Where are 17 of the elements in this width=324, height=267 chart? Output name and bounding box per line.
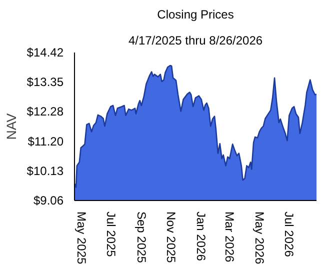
x-tick-label: Jan 2026	[194, 212, 208, 262]
y-tick-label: $14.42	[26, 46, 64, 60]
chart-subtitle: 4/17/2025 thru 8/26/2026	[128, 34, 263, 48]
x-tick-label: Mar 2026	[222, 212, 237, 263]
y-tick-label: $9.06	[33, 194, 64, 208]
y-axis-title: NAV	[4, 113, 19, 140]
y-tick-label: $13.35	[26, 75, 64, 90]
x-tick-label: May 2025	[74, 212, 88, 265]
y-tick-label: $10.13	[26, 164, 64, 178]
y-tick-label: $12.28	[26, 104, 64, 119]
x-tick-label: May 2026	[252, 212, 266, 265]
x-tick-label: Jul 2025	[104, 212, 118, 258]
x-tick-label: Nov 2025	[164, 212, 178, 264]
x-tick-label: Jul 2026	[282, 212, 296, 258]
y-tick-label: $11.20	[28, 134, 64, 148]
chart-title: Closing Prices	[157, 8, 234, 22]
x-tick-label: Sep 2025	[134, 212, 148, 264]
